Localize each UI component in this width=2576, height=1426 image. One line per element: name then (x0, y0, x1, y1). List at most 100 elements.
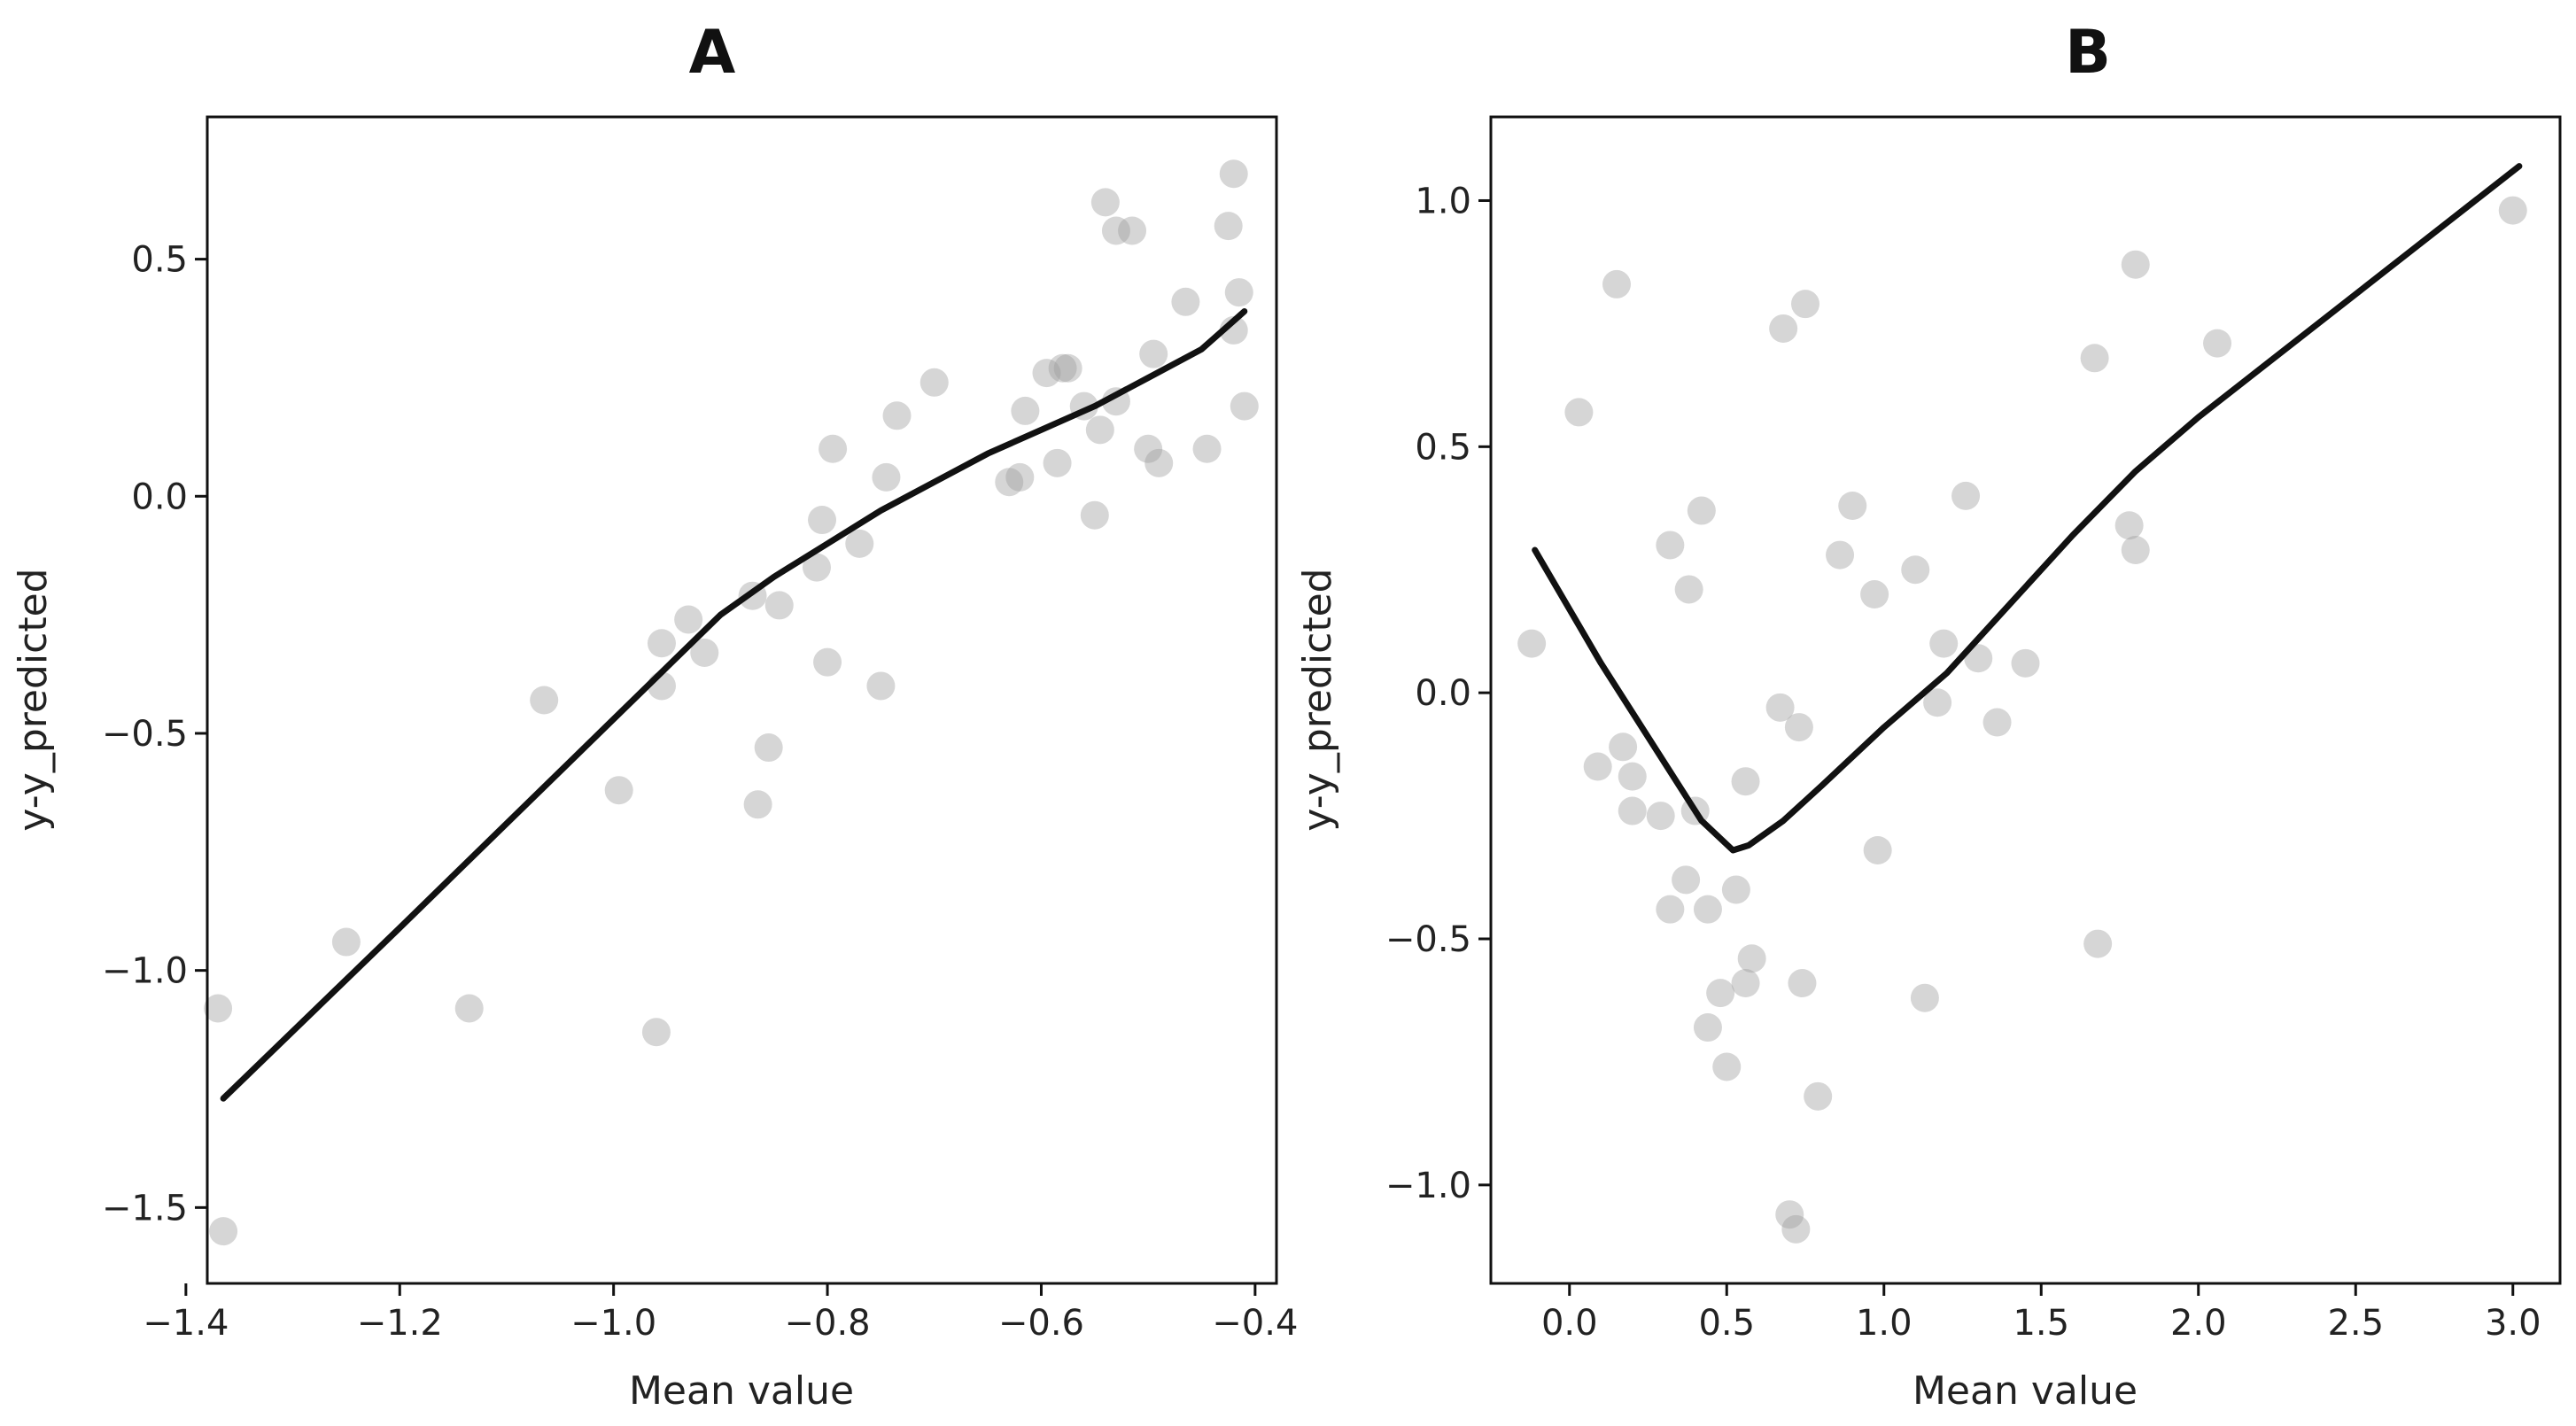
panel-a-data-point (813, 647, 842, 677)
panel-a-data-point (641, 1018, 671, 1047)
panel-b-data-point (1693, 895, 1722, 924)
panel-b-data-point (1618, 762, 1647, 791)
panel-a-data-point (882, 401, 912, 430)
panel-b-data-point (1731, 767, 1760, 796)
panel-a-data-point (866, 671, 896, 701)
panel-b-data-point (1769, 314, 1798, 343)
panel-a-x-tick-label: −1.0 (570, 1303, 656, 1344)
panel-a-data-point (1134, 434, 1163, 463)
panel-b-y-tick-label: −1.0 (1385, 1166, 1471, 1206)
panel-a-data-point (530, 686, 559, 715)
panel-a-x-tick-label: −0.4 (1212, 1303, 1298, 1344)
panel-b-data-point (2011, 648, 2040, 678)
panel-b-data-point (1609, 732, 1638, 762)
panel-a-title: A (689, 18, 736, 88)
panel-b-data-point (1964, 644, 1993, 673)
panel-a-data-point (743, 790, 772, 819)
panel-b-y-tick-label: 0.0 (1415, 673, 1471, 714)
panel-a-x-tick-label: −1.4 (143, 1303, 229, 1344)
panel-b-data-point (1791, 290, 1819, 319)
panel-b-data-point (1784, 713, 1813, 742)
panel-a-data-point (1224, 278, 1253, 307)
panel-a-data-point (1032, 359, 1061, 388)
panel-b-data-point (1804, 1081, 1833, 1111)
panel-b-title: B (2065, 18, 2111, 88)
panel-a-trend (220, 308, 1248, 1102)
panel-b-data-point (1781, 1214, 1811, 1244)
panel-b-data-point (1672, 865, 1701, 895)
panel-a-trend-line (220, 308, 1248, 1102)
panel-a-data-point (819, 434, 848, 463)
panel-a-data-point (604, 776, 633, 805)
panel-b-x-tick-label: 0.0 (1541, 1303, 1598, 1344)
panel-a-y-tick-label: 0.5 (131, 240, 188, 281)
panel-b-data-point (1901, 555, 1930, 585)
panel-b-frame (1489, 115, 2562, 1285)
panel-b-data-point (1517, 629, 1547, 658)
panel-a-data-point (1171, 287, 1200, 316)
panel-b-data-point (1646, 802, 1675, 831)
panel-b-data-point (1737, 944, 1766, 973)
panel-b-data-point (1721, 875, 1750, 904)
panel-a-y-tick-label: −0.5 (102, 714, 188, 755)
panel-b-data-point (1583, 752, 1612, 781)
panel-a-data-point (647, 629, 676, 658)
panel-b-data-point (2498, 196, 2527, 225)
panel-b-data-point (1910, 983, 1939, 1012)
panel-b-data-point (2121, 250, 2150, 279)
panel-b-data-point (1788, 969, 1817, 998)
panel-b-y-tick-label: −0.5 (1385, 919, 1471, 960)
panel-a-data-point (1101, 216, 1130, 245)
panel-b-data-point (1929, 629, 1959, 658)
panel-a-data-point (919, 368, 949, 397)
panel-b-data-point (1656, 895, 1685, 924)
panel-b-data-point (1687, 496, 1716, 525)
panel-b-trend-line (1532, 163, 2523, 854)
panel-a-points (204, 159, 1259, 1246)
panel-b-x-tick-label: 1.5 (2013, 1303, 2069, 1344)
panel-b-data-point (2083, 929, 2113, 958)
panel-b-data-point (1618, 796, 1647, 825)
panel-a-y-tick-label: −1.5 (102, 1188, 188, 1228)
panel-b-data-point (1775, 1200, 1804, 1229)
panel-b-data-point (1706, 979, 1735, 1008)
panel-b: B 0.0 0.5 1.0 1.5 2.0 2.5 3.0 −1.0 −0.5 0.0 0.5 1.0… (1295, 18, 2562, 1414)
panel-a-x-axis-label: Mean value (629, 1368, 854, 1414)
panel-b-data-point (1951, 481, 1981, 510)
panel-a-data-point (1085, 415, 1114, 445)
panel-a-x-tick-label: −1.2 (357, 1303, 443, 1344)
panel-a-data-point (995, 468, 1024, 497)
panel-a-data-point (454, 994, 484, 1023)
panel-a-data-point (1144, 448, 1174, 477)
panel-a-data-point (1118, 216, 1147, 245)
panel-a-y-tick-label: −1.0 (102, 951, 188, 992)
panel-a-data-point (1080, 500, 1109, 530)
panel-b-ticks: 0.0 0.5 1.0 1.5 2.0 2.5 3.0 −1.0 −0.5 0.0 0.5 1.0 (1385, 181, 2541, 1344)
panel-b-y-tick-label: 1.0 (1415, 181, 1471, 221)
panel-a-ticks: −1.4 −1.2 −1.0 −0.8 −0.6 −0.4 −1.5 −1.0 −0.5 0.0 0… (102, 240, 1299, 1344)
panel-a-y-axis-label: y-y_predicted (11, 568, 56, 831)
panel-a-frame (206, 115, 1278, 1285)
panel-a-data-point (1139, 339, 1168, 368)
panel-b-points (1517, 196, 2527, 1244)
panel-a-data-point (1219, 159, 1248, 189)
panel-b-data-point (1826, 540, 1855, 570)
panel-b-data-point (1838, 492, 1867, 520)
panel-a-data-point (1090, 188, 1120, 217)
panel-b-data-point (1765, 693, 1795, 722)
panel-a-data-point (764, 591, 794, 620)
panel-a-data-point (1011, 396, 1040, 425)
panel-b-data-point (1860, 580, 1889, 609)
panel-a-x-tick-label: −0.6 (998, 1303, 1084, 1344)
panel-b-x-tick-label: 2.0 (2170, 1303, 2227, 1344)
panel-a-data-point (872, 462, 901, 492)
panel-b-x-tick-label: 0.5 (1698, 1303, 1755, 1344)
panel-a-data-point (845, 529, 874, 558)
panel-a-data-point (1230, 391, 1259, 421)
panel-a-data-point (204, 994, 233, 1023)
panel-b-data-point (1564, 398, 1594, 427)
panel-b-y-tick-label: 0.5 (1415, 427, 1471, 468)
panel-a: A −1.4 −1.2 −1.0 −0.8 −0.6 −0.4 −1.5 −1.0 −0.5 0.… (11, 18, 1298, 1414)
panel-b-data-point (1863, 835, 1892, 864)
panel-a-data-point (808, 506, 837, 535)
